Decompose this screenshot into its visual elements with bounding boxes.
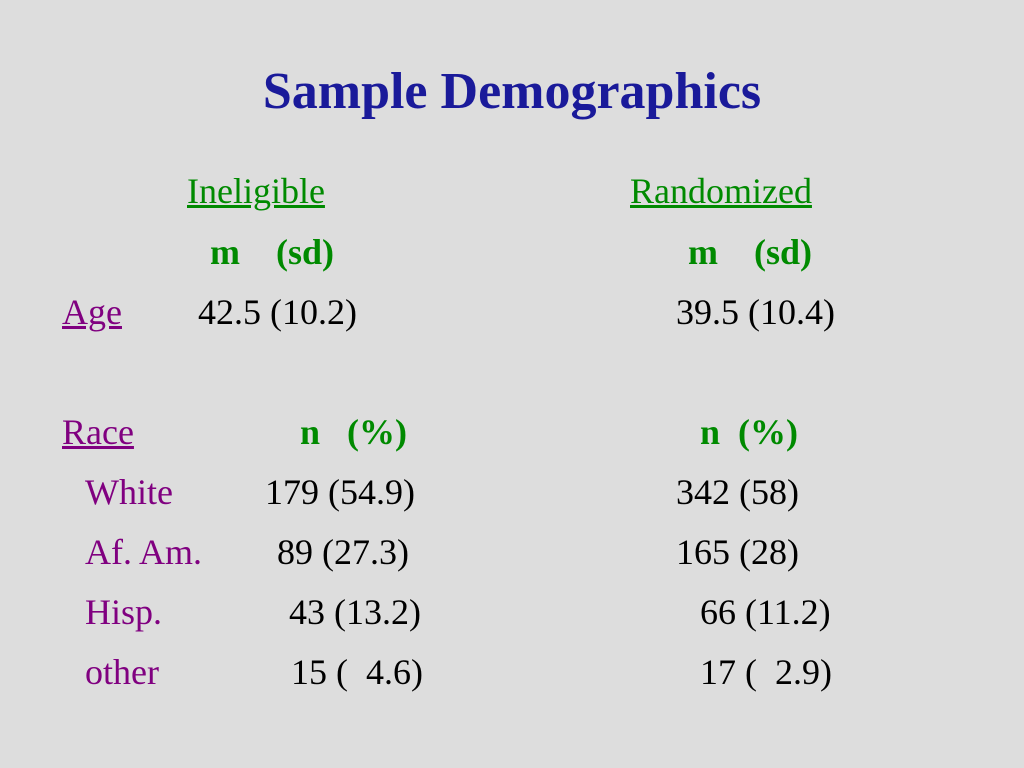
cell: 17 ( 2.9) [700,652,832,692]
cell: 342 (58) [676,472,799,512]
row-label: Age [62,292,122,332]
title: Sample Demographics [262,63,762,120]
cell: 179 (54.9) [265,472,415,512]
stat-header: m (sd) [688,232,812,272]
cell: 66 (11.2) [700,592,831,632]
cell: 165 (28) [676,532,799,572]
column-header: Ineligible [187,171,325,211]
column-header: Randomized [630,171,812,211]
cell: 43 (13.2) [289,592,421,632]
row-label: White [85,472,173,512]
cell: 39.5 (10.4) [676,292,835,332]
stat-header: m (sd) [210,232,334,272]
cell: 42.5 (10.2) [198,292,357,332]
row-label: Hisp. [85,592,163,632]
row-label: other [85,652,159,692]
stat-header: n (%) [700,412,798,452]
stat-header: n (%) [300,412,407,452]
row-label: Race [62,412,134,452]
row-label: Af. Am. [85,532,202,572]
cell: 89 (27.3) [277,532,409,572]
cell: 15 ( 4.6) [291,652,423,692]
